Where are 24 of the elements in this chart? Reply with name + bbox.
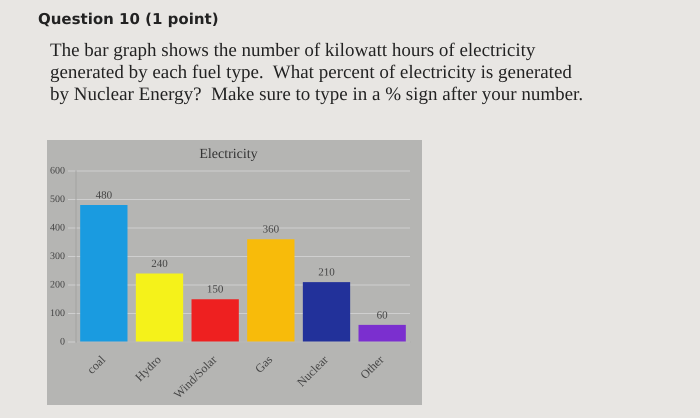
- data-label: 240: [151, 258, 168, 270]
- bar: [302, 282, 350, 342]
- bar: [358, 324, 406, 342]
- bar: [80, 205, 128, 342]
- data-label: 480: [96, 189, 113, 202]
- y-tick-label: 500: [50, 194, 65, 205]
- bar: [192, 299, 239, 342]
- bar: [247, 239, 294, 342]
- y-tick-label: 600: [50, 165, 65, 176]
- y-tick-label: 100: [50, 308, 65, 320]
- y-tick-label: 300: [50, 251, 65, 262]
- y-tick-label: 0: [60, 336, 65, 348]
- y-tick-label: 200: [50, 280, 65, 291]
- bar: [136, 274, 184, 342]
- text: The bar graph shows the number of kilowatt hours of electricity generated by each fuel type. What percent of electricity is generated by Nuclear Energy? Make sure to type in a % sign after your number.: [50, 40, 584, 106]
- x-tick-label: coal: [84, 352, 109, 377]
- x-tick-label: Gas: [252, 352, 276, 376]
- data-label: 210: [318, 266, 336, 278]
- data-label: 60: [376, 309, 388, 322]
- data-label: 150: [206, 284, 224, 296]
- data-label: 360: [262, 224, 280, 236]
- chart-title: Electricity: [199, 147, 258, 162]
- y-tick-label: 400: [50, 222, 65, 234]
- text: Question 10 (1 point): [38, 10, 219, 28]
